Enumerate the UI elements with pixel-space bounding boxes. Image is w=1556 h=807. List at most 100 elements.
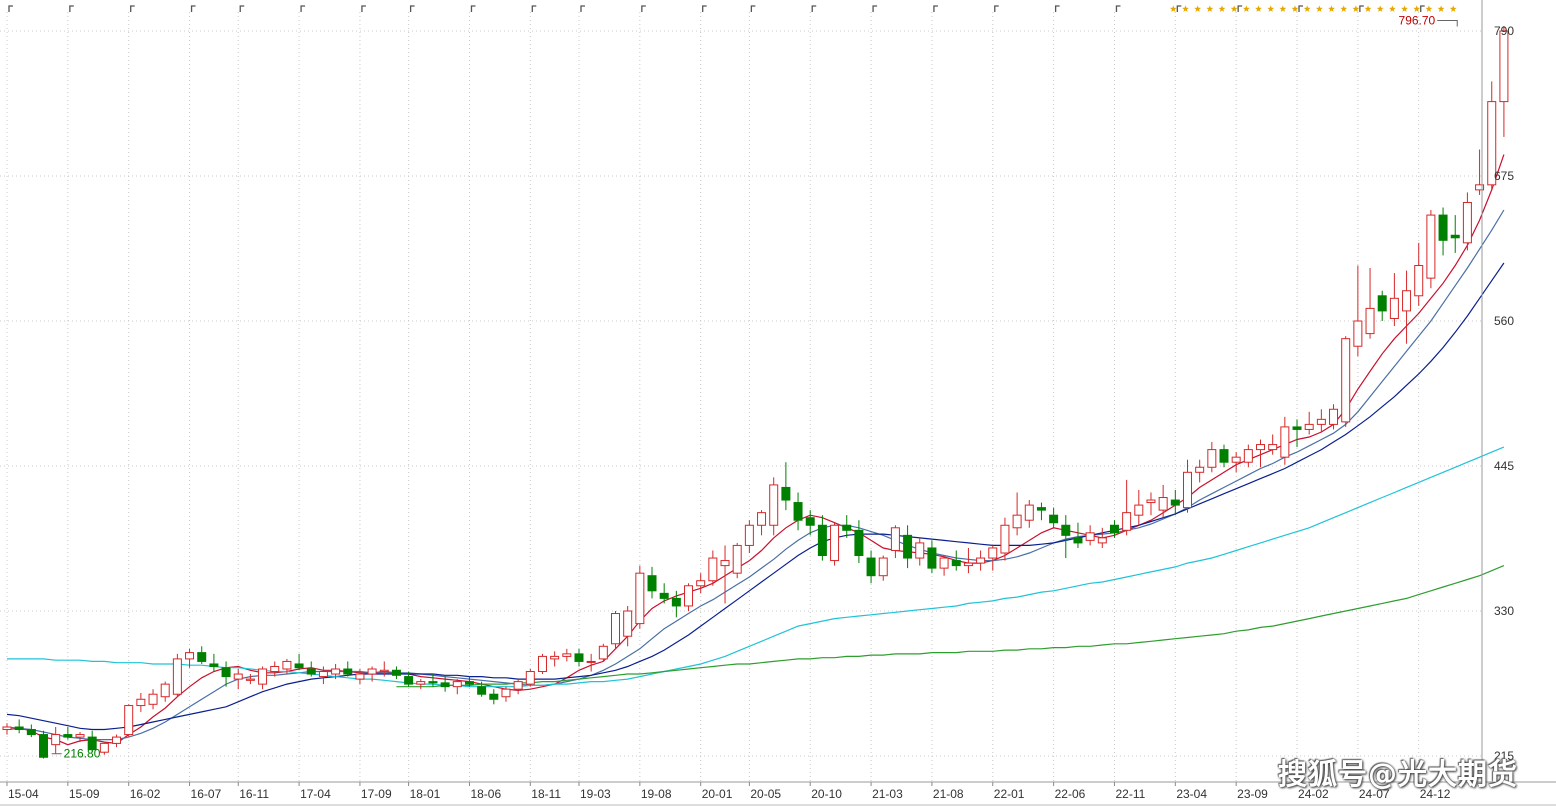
candle <box>1024 500 1034 528</box>
candle <box>355 669 365 685</box>
candle-body <box>1122 512 1132 531</box>
candle-body <box>903 534 913 559</box>
candle <box>866 550 876 584</box>
candle <box>197 646 207 664</box>
candle <box>112 734 122 748</box>
candle-body <box>172 658 182 695</box>
candle-body <box>26 729 36 736</box>
candle <box>136 692 146 712</box>
star-marker <box>1425 5 1433 12</box>
candle-body <box>440 682 450 688</box>
star-marker <box>1230 5 1238 12</box>
candle-body <box>1195 466 1205 473</box>
candle <box>732 542 742 579</box>
candle-body <box>1341 338 1351 423</box>
candle <box>63 727 73 740</box>
candle-body <box>1426 214 1436 279</box>
candle <box>1158 484 1168 518</box>
candle <box>1304 411 1314 435</box>
high-label: 796.70 <box>1399 14 1436 28</box>
candle-body <box>1073 537 1083 544</box>
candle-body <box>878 557 888 577</box>
candle-body <box>793 502 803 521</box>
flag-marker <box>1176 5 1182 12</box>
flag-marker <box>580 5 585 12</box>
candle <box>26 724 36 738</box>
candle-body <box>1450 234 1460 239</box>
candle <box>51 727 61 754</box>
candle <box>611 611 620 649</box>
star-marker <box>1303 5 1311 12</box>
candle-body <box>148 693 158 705</box>
candle-body <box>270 665 280 673</box>
flag-marker <box>1298 5 1304 12</box>
candle-body <box>233 673 243 680</box>
x-tick-label: 22-06 <box>1055 787 1086 801</box>
candle-body <box>477 686 487 695</box>
candle <box>1389 273 1399 327</box>
candle-body <box>294 663 304 669</box>
candle <box>1012 492 1022 536</box>
grid-lines <box>0 12 1482 782</box>
candle <box>781 462 791 511</box>
candle <box>331 663 341 680</box>
candle <box>87 730 97 753</box>
candle <box>659 583 669 604</box>
candle <box>769 477 779 536</box>
candle <box>927 540 937 574</box>
star-marker <box>1255 5 1262 12</box>
candle-body <box>854 529 864 557</box>
candle <box>1036 502 1046 521</box>
candle <box>1280 416 1290 465</box>
candle-body <box>550 655 560 660</box>
candle <box>963 547 973 574</box>
flag-marker <box>361 5 366 12</box>
candle <box>1219 444 1229 468</box>
candle-body <box>1219 449 1229 463</box>
star-marker <box>1291 5 1299 12</box>
candle <box>817 515 827 561</box>
candle <box>1426 210 1436 289</box>
flag-marker <box>1420 5 1425 12</box>
candle <box>988 545 998 571</box>
candle <box>294 653 304 671</box>
candle-body <box>963 562 973 567</box>
candle <box>2 723 12 735</box>
candle <box>124 704 134 738</box>
ma-line-ma1 <box>6 154 1505 746</box>
flag-marker <box>872 5 878 12</box>
candle-body <box>1377 295 1387 312</box>
candle <box>391 666 401 680</box>
candle-body <box>1097 537 1107 544</box>
candle-body <box>684 585 694 607</box>
candle-body <box>744 524 754 546</box>
flag-marker <box>69 5 74 12</box>
candle <box>428 674 438 687</box>
candle <box>1134 489 1144 526</box>
candle-body <box>124 705 134 736</box>
candle-body <box>915 542 925 559</box>
candle-body <box>586 660 596 663</box>
star-marker <box>1389 5 1396 12</box>
x-tick-label: 18-01 <box>410 787 441 801</box>
candle <box>635 565 645 629</box>
top-markers <box>8 5 1457 12</box>
candle <box>440 676 450 692</box>
candle <box>915 537 925 566</box>
candle-body <box>525 671 535 685</box>
candle-body <box>1487 101 1497 186</box>
candle-body <box>1256 444 1266 451</box>
x-tick-label: 17-09 <box>361 787 392 801</box>
candle <box>574 648 584 667</box>
candle <box>1268 434 1278 455</box>
candle <box>258 666 268 690</box>
candle-body <box>1268 444 1278 451</box>
candle <box>1097 527 1107 548</box>
flag-marker <box>470 5 476 12</box>
candle <box>1316 409 1326 432</box>
star-marker <box>1267 5 1275 12</box>
x-tick-label: 15-09 <box>69 787 100 801</box>
candle-body <box>355 673 365 680</box>
candle <box>1073 522 1083 548</box>
